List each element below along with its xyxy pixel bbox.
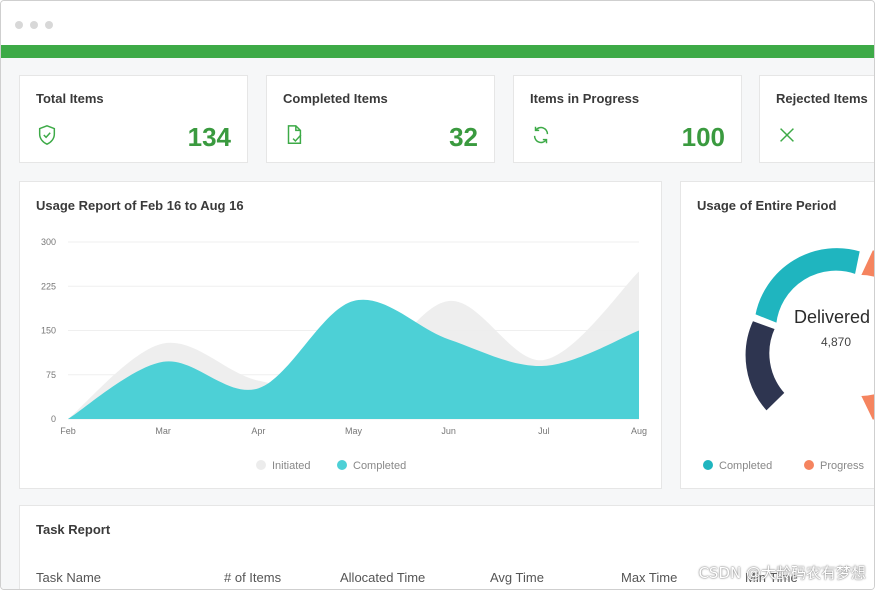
x-tick-label: Mar xyxy=(155,426,171,436)
stat-value: 100 xyxy=(681,122,725,152)
legend-swatch xyxy=(703,460,713,470)
donut-center-label: Delivered xyxy=(794,307,870,327)
usage-report-card: Usage Report of Feb 16 to Aug 16 0 75 150 2… xyxy=(19,181,662,489)
usage-donut-chart: Delivered 4,870 xyxy=(743,246,874,422)
donut-segment-dark xyxy=(743,318,788,414)
y-tick-label: 0 xyxy=(51,414,56,424)
column-header-avg-time[interactable]: Avg Time xyxy=(490,570,544,585)
usage-report-title: Usage Report of Feb 16 to Aug 16 xyxy=(36,198,244,213)
column-header-task-name[interactable]: Task Name xyxy=(36,570,102,585)
stat-card-completed-items[interactable]: Completed Items 32 xyxy=(266,75,495,163)
legend-initiated: Initiated xyxy=(256,460,311,472)
y-tick-label: 150 xyxy=(41,326,56,336)
stat-title: Total Items xyxy=(36,91,104,106)
x-tick-label: Feb xyxy=(60,426,76,436)
stat-title: Items in Progress xyxy=(530,91,640,106)
window-dot xyxy=(45,21,53,29)
donut-segment-teal xyxy=(753,246,863,326)
legend-label: Completed xyxy=(353,460,407,472)
legend-swatch xyxy=(256,460,266,470)
refresh-icon xyxy=(533,126,549,144)
task-report-title: Task Report xyxy=(36,522,111,537)
y-tick-label: 300 xyxy=(41,237,56,247)
shield-check-icon xyxy=(38,125,56,145)
dashboard-content: Total Items 134 Completed Items 32 Items… xyxy=(1,58,874,589)
usage-entire-period-card: Usage of Entire Period Delivered 4,870 C… xyxy=(680,181,874,489)
stat-title: Rejected Items xyxy=(776,91,868,106)
column-header-item-count[interactable]: # of Items xyxy=(224,570,282,585)
stat-card-total-items[interactable]: Total Items 134 xyxy=(19,75,248,163)
stat-card-rejected-items[interactable]: Rejected Items xyxy=(759,75,874,163)
column-header-max-time[interactable]: Max Time xyxy=(621,570,678,585)
legend-swatch xyxy=(804,460,814,470)
x-tick-label: Jun xyxy=(441,426,456,436)
donut-segment-orange xyxy=(858,248,874,422)
legend-completed: Completed xyxy=(337,460,406,472)
window-dot xyxy=(15,21,23,29)
legend-label: Completed xyxy=(719,460,773,472)
stat-value: 32 xyxy=(449,122,478,152)
task-report-card: Task Report Task Name # of Items Allocat… xyxy=(19,505,874,589)
series-area-completed xyxy=(68,299,639,419)
column-header-min-time[interactable]: Min Time xyxy=(745,570,798,585)
legend-label: Initiated xyxy=(272,460,311,472)
usage-entire-title: Usage of Entire Period xyxy=(697,198,837,213)
legend-label: Progress xyxy=(820,460,865,472)
stat-value: 134 xyxy=(187,122,231,152)
x-icon xyxy=(780,128,794,142)
legend-swatch xyxy=(337,460,347,470)
y-tick-label: 225 xyxy=(41,281,56,291)
x-tick-label: Apr xyxy=(251,426,265,436)
document-check-icon xyxy=(287,125,302,144)
header-accent-bar xyxy=(1,45,874,58)
stat-title: Completed Items xyxy=(283,91,388,106)
donut-legend-progress: Progress xyxy=(804,460,864,472)
x-tick-label: Aug xyxy=(631,426,647,436)
stat-card-items-in-progress[interactable]: Items in Progress 100 xyxy=(513,75,742,163)
window-dot xyxy=(30,21,38,29)
window-titlebar xyxy=(1,1,874,45)
y-tick-label: 75 xyxy=(46,370,56,380)
x-tick-label: Jul xyxy=(538,426,550,436)
column-header-allocated-time[interactable]: Allocated Time xyxy=(340,570,426,585)
usage-area-chart: 0 75 150 225 300 Feb Mar Apr May Jun Jul Aug xyxy=(41,237,647,436)
donut-legend-completed: Completed xyxy=(703,460,772,472)
x-tick-label: May xyxy=(345,426,363,436)
donut-center-value: 4,870 xyxy=(821,335,851,349)
watermark-text: CSDN @大龄码农有梦想 xyxy=(698,564,866,582)
